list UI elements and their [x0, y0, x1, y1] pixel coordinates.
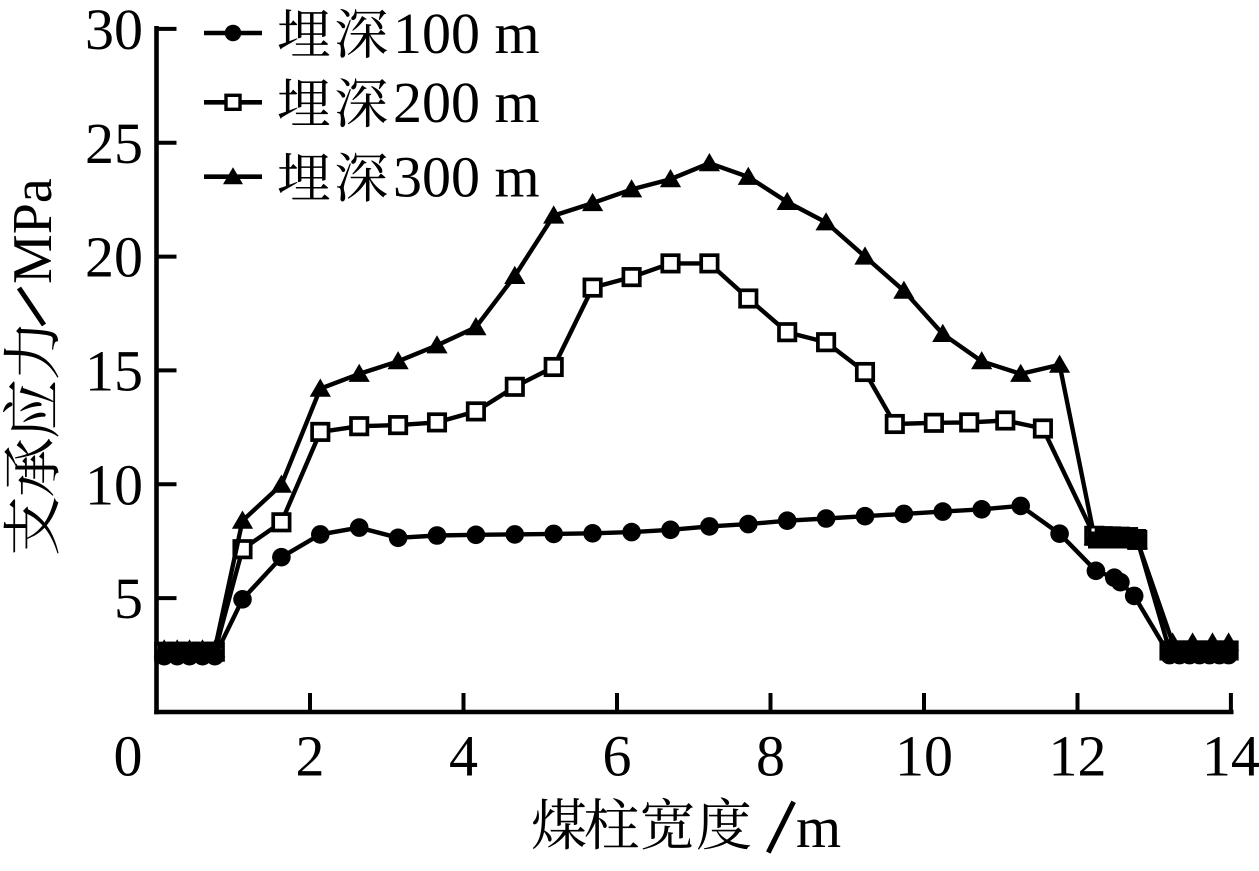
svg-text:0: 0: [114, 724, 143, 789]
svg-text:15: 15: [85, 338, 143, 403]
svg-text:200 m: 200 m: [393, 70, 540, 135]
svg-text:4: 4: [449, 724, 478, 789]
svg-text:14: 14: [1202, 724, 1259, 789]
svg-text:300 m: 300 m: [393, 145, 540, 210]
svg-text:5: 5: [114, 566, 143, 631]
svg-text:8: 8: [756, 724, 785, 789]
svg-text:10: 10: [85, 452, 143, 517]
svg-text:10: 10: [895, 724, 953, 789]
svg-text:m: m: [796, 795, 841, 860]
svg-text:100 m: 100 m: [393, 1, 540, 66]
svg-text:2: 2: [296, 724, 325, 789]
svg-text:25: 25: [85, 111, 143, 176]
svg-text:MPa: MPa: [2, 178, 64, 284]
svg-text:6: 6: [603, 724, 632, 789]
svg-text:20: 20: [85, 225, 143, 290]
svg-text:30: 30: [85, 0, 143, 62]
svg-text:12: 12: [1049, 724, 1107, 789]
